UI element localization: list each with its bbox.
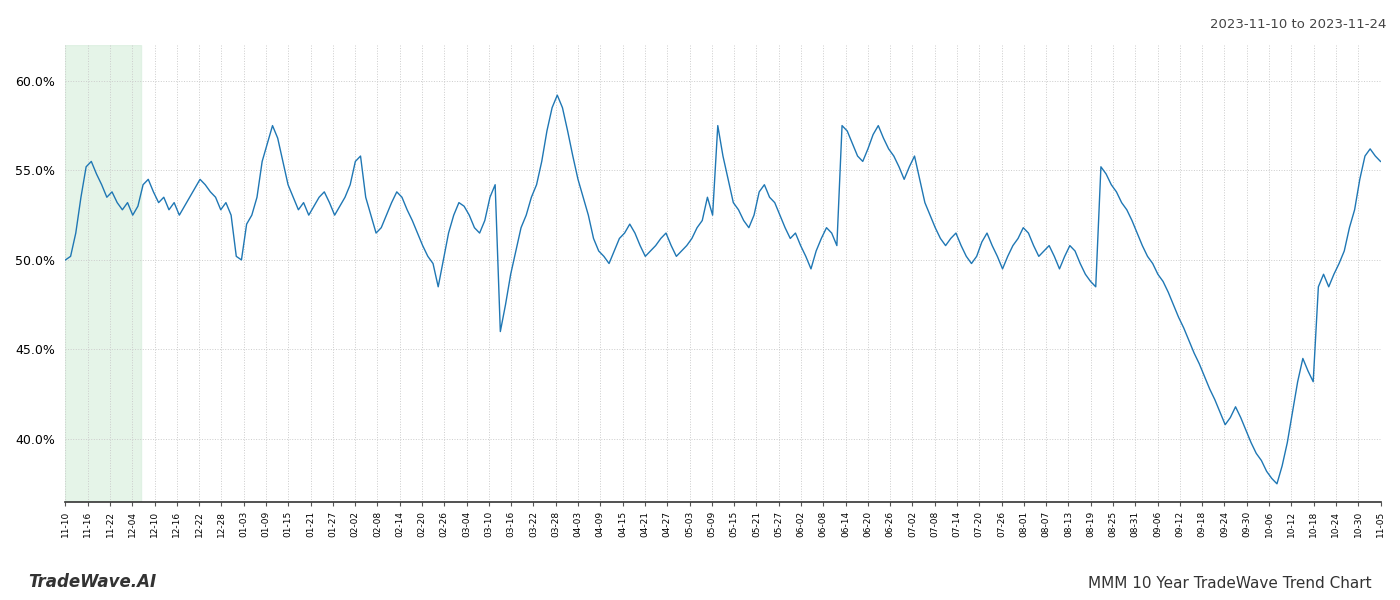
Text: MMM 10 Year TradeWave Trend Chart: MMM 10 Year TradeWave Trend Chart	[1088, 576, 1372, 591]
Bar	[66, 45, 140, 502]
Text: TradeWave.AI: TradeWave.AI	[28, 573, 157, 591]
Text: 2023-11-10 to 2023-11-24: 2023-11-10 to 2023-11-24	[1210, 18, 1386, 31]
